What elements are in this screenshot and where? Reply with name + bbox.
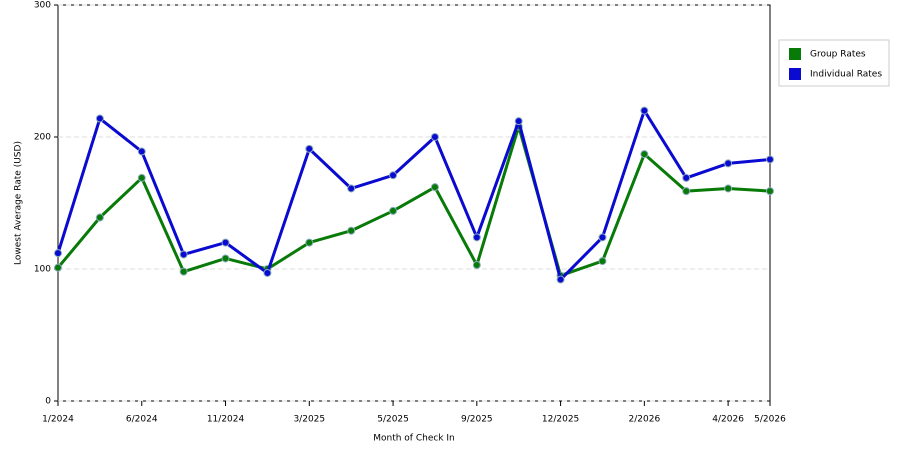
- data-point: [682, 187, 691, 196]
- x-tick-label: 1/2024: [42, 415, 74, 425]
- data-point: [389, 206, 398, 215]
- legend-swatch: [789, 68, 801, 80]
- data-point: [137, 147, 146, 156]
- legend-label: Group Rates: [810, 50, 866, 60]
- data-point: [472, 261, 481, 270]
- series-line: [56, 124, 771, 278]
- data-point: [640, 106, 649, 115]
- x-tick-label: 5/2026: [754, 415, 786, 425]
- data-point: [430, 133, 439, 141]
- data-point: [263, 268, 272, 277]
- data-point: [347, 184, 356, 193]
- data-point: [305, 238, 314, 247]
- data-point: [347, 226, 356, 235]
- data-point: [179, 250, 188, 259]
- data-point: [640, 150, 649, 159]
- legend-swatch: [789, 48, 801, 60]
- data-point: [221, 254, 230, 263]
- data-point: [514, 117, 523, 126]
- data-point: [389, 171, 398, 180]
- y-tick-label: 300: [34, 1, 51, 11]
- data-point: [724, 159, 733, 168]
- data-point: [54, 249, 62, 258]
- legend-label: Individual Rates: [810, 70, 882, 80]
- data-point: [724, 184, 733, 193]
- y-tick-label: 0: [45, 397, 51, 407]
- x-tick-label: 12/2025: [542, 415, 579, 425]
- x-tick-label: 6/2024: [126, 415, 158, 425]
- x-axis-label: Month of Check In: [373, 434, 455, 444]
- y-axis-label: Lowest Average Rate (USD): [14, 141, 24, 265]
- data-point: [95, 213, 104, 222]
- data-point: [598, 257, 607, 266]
- data-point: [766, 187, 774, 196]
- data-point: [682, 173, 691, 182]
- data-point: [430, 183, 439, 192]
- x-tick-label: 9/2025: [461, 415, 493, 425]
- x-tick-label: 4/2026: [712, 415, 744, 425]
- data-point: [305, 144, 314, 153]
- data-point: [137, 173, 146, 182]
- data-point: [766, 155, 774, 164]
- data-point: [556, 275, 565, 284]
- plot-area: [57, 4, 771, 402]
- data-point: [54, 263, 62, 272]
- series-line: [56, 109, 771, 282]
- x-tick-label: 2/2026: [629, 415, 661, 425]
- data-point: [472, 233, 481, 242]
- x-tick-label: 5/2025: [377, 415, 409, 425]
- y-tick-label: 100: [34, 265, 51, 275]
- x-tick-label: 3/2025: [293, 415, 325, 425]
- x-tick-label: 11/2024: [207, 415, 245, 425]
- data-point: [221, 238, 230, 247]
- y-tick-label: 200: [34, 133, 51, 143]
- data-point: [179, 267, 188, 276]
- data-point: [95, 114, 104, 123]
- data-point: [598, 233, 607, 242]
